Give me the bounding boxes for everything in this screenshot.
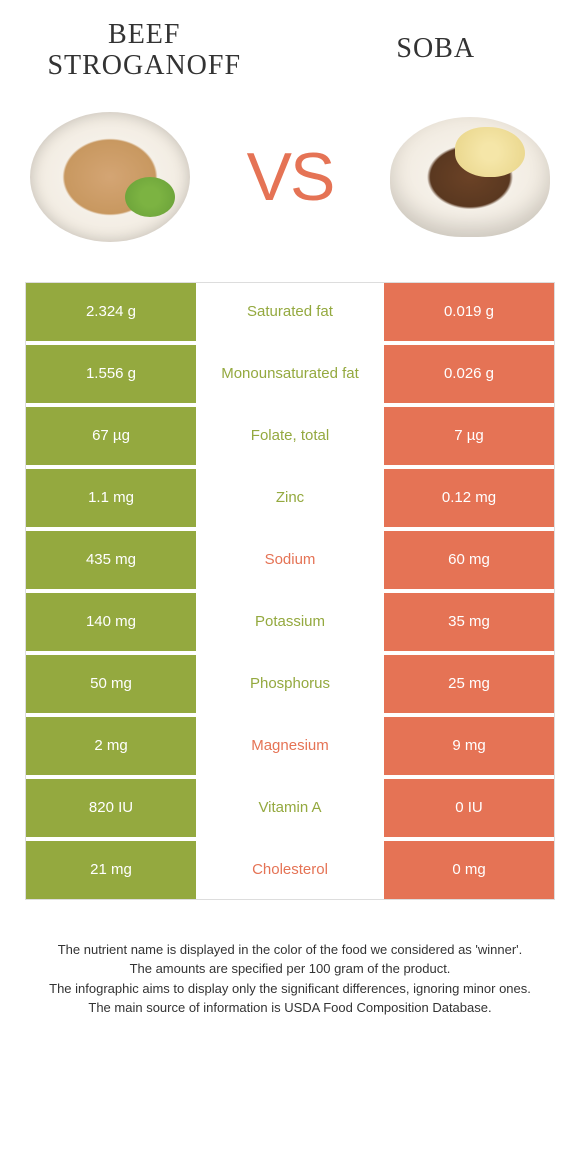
title-left: Beef Stroganoff bbox=[25, 20, 264, 82]
header: Beef Stroganoff Soba bbox=[25, 20, 555, 82]
table-row: 435 mgSodium60 mg bbox=[26, 531, 554, 589]
nutrient-label: Phosphorus bbox=[196, 655, 384, 713]
right-value: 35 mg bbox=[384, 593, 554, 651]
footer-line-2: The amounts are specified per 100 gram o… bbox=[40, 959, 540, 979]
footer-line-1: The nutrient name is displayed in the co… bbox=[40, 940, 540, 960]
right-value: 9 mg bbox=[384, 717, 554, 775]
left-value: 820 IU bbox=[26, 779, 196, 837]
left-value: 2.324 g bbox=[26, 283, 196, 341]
nutrient-label: Potassium bbox=[196, 593, 384, 651]
right-value: 60 mg bbox=[384, 531, 554, 589]
left-value: 2 mg bbox=[26, 717, 196, 775]
nutrient-label: Vitamin A bbox=[196, 779, 384, 837]
title-right: Soba bbox=[317, 34, 556, 65]
left-value: 435 mg bbox=[26, 531, 196, 589]
nutrient-table: 2.324 gSaturated fat0.019 g1.556 gMonoun… bbox=[25, 282, 555, 900]
right-value: 0.019 g bbox=[384, 283, 554, 341]
left-value: 1.556 g bbox=[26, 345, 196, 403]
table-row: 50 mgPhosphorus25 mg bbox=[26, 655, 554, 713]
soba-bowl-icon bbox=[390, 117, 550, 237]
footer-notes: The nutrient name is displayed in the co… bbox=[25, 940, 555, 1048]
left-value: 21 mg bbox=[26, 841, 196, 899]
beef-stroganoff-icon bbox=[30, 112, 190, 242]
left-value: 67 µg bbox=[26, 407, 196, 465]
table-row: 21 mgCholesterol0 mg bbox=[26, 841, 554, 899]
nutrient-label: Zinc bbox=[196, 469, 384, 527]
left-value: 1.1 mg bbox=[26, 469, 196, 527]
footer-line-4: The main source of information is USDA F… bbox=[40, 998, 540, 1018]
left-value: 140 mg bbox=[26, 593, 196, 651]
right-value: 25 mg bbox=[384, 655, 554, 713]
table-row: 140 mgPotassium35 mg bbox=[26, 593, 554, 651]
vs-row: VS bbox=[25, 102, 555, 252]
table-row: 1.1 mgZinc0.12 mg bbox=[26, 469, 554, 527]
infographic-container: Beef Stroganoff Soba VS 2.324 gSaturated… bbox=[0, 0, 580, 1068]
nutrient-label: Sodium bbox=[196, 531, 384, 589]
nutrient-label: Saturated fat bbox=[196, 283, 384, 341]
table-row: 820 IUVitamin A0 IU bbox=[26, 779, 554, 837]
nutrient-label: Monounsaturated fat bbox=[196, 345, 384, 403]
nutrient-label: Magnesium bbox=[196, 717, 384, 775]
table-row: 1.556 gMonounsaturated fat0.026 g bbox=[26, 345, 554, 403]
right-value: 7 µg bbox=[384, 407, 554, 465]
right-value: 0 mg bbox=[384, 841, 554, 899]
table-row: 2.324 gSaturated fat0.019 g bbox=[26, 283, 554, 341]
table-row: 2 mgMagnesium9 mg bbox=[26, 717, 554, 775]
food-image-left bbox=[25, 102, 195, 252]
food-image-right bbox=[385, 102, 555, 252]
table-row: 67 µgFolate, total7 µg bbox=[26, 407, 554, 465]
right-value: 0.12 mg bbox=[384, 469, 554, 527]
nutrient-label: Folate, total bbox=[196, 407, 384, 465]
left-value: 50 mg bbox=[26, 655, 196, 713]
vs-label: VS bbox=[247, 138, 334, 216]
right-value: 0 IU bbox=[384, 779, 554, 837]
nutrient-label: Cholesterol bbox=[196, 841, 384, 899]
footer-line-3: The infographic aims to display only the… bbox=[40, 979, 540, 999]
right-value: 0.026 g bbox=[384, 345, 554, 403]
